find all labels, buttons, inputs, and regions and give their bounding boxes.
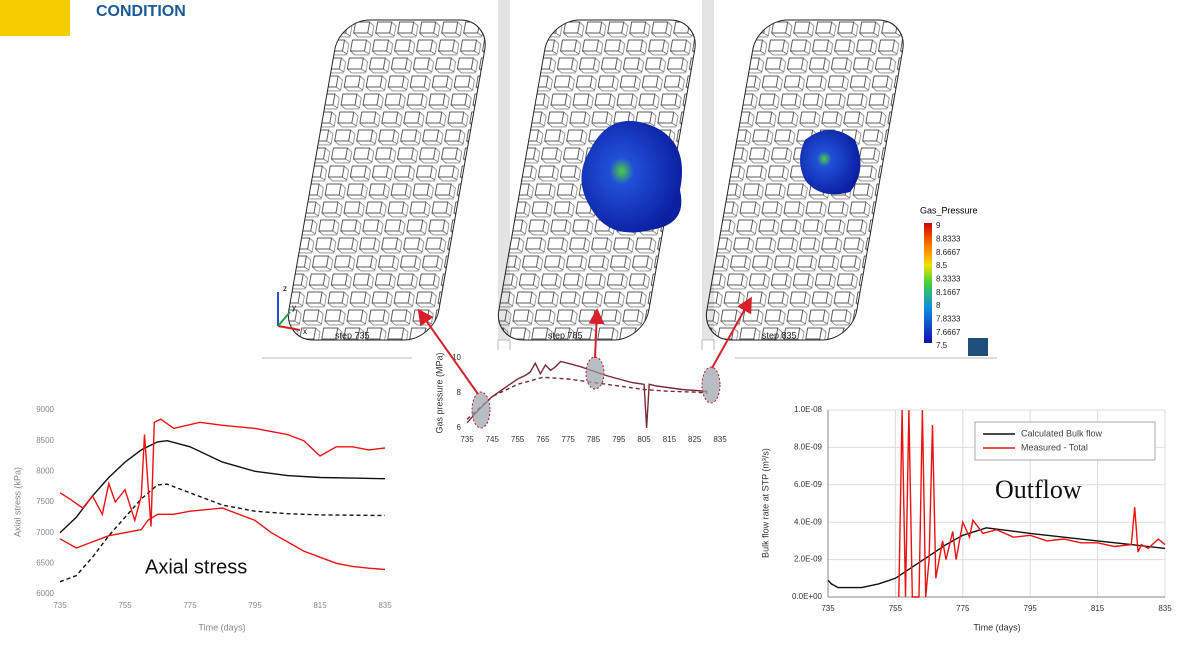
colorbar-label: 8.8333 (936, 234, 961, 243)
colorbar-label: 7.6667 (936, 328, 961, 337)
axis-letter: x (303, 327, 307, 336)
colorbar-label: 8.6667 (936, 248, 961, 257)
axes-triad: z y x (277, 284, 307, 336)
y-tick-label: 6500 (36, 558, 54, 567)
plot-background (5, 402, 400, 616)
plot-background (412, 350, 735, 450)
y-tick-label: 8000 (36, 466, 54, 475)
y-tick-label: 8 (457, 388, 462, 397)
y-axis-label: Bulk flow rate at STP (m³/s) (760, 448, 770, 558)
charts: 6000 6500 7000 7500 8000 8500 9000 735 755 775 795… (5, 350, 1180, 632)
colorbar-label: 7.5 (936, 341, 948, 350)
x-tick-label: 815 (663, 435, 677, 444)
y-tick-label: 10 (452, 353, 461, 362)
x-tick-label: 735 (460, 435, 474, 444)
panel-label: step 785 (548, 330, 583, 340)
x-tick-label: 835 (378, 601, 392, 610)
series-line (466, 376, 708, 420)
x-tick-label: 785 (587, 435, 601, 444)
x-tick-label: 755 (118, 601, 132, 610)
y-tick-label: 7500 (36, 497, 54, 506)
y-tick-label: 6.0E-09 (794, 480, 823, 489)
legend-label: Measured - Total (1021, 442, 1088, 452)
legend-label: Calculated Bulk flow (1021, 428, 1103, 438)
y-tick-label: 9000 (36, 405, 54, 414)
x-tick-label: 825 (688, 435, 702, 444)
x-tick-label: 755 (889, 604, 903, 613)
y-tick-label: 2.0E-09 (794, 555, 823, 564)
legend-box (974, 421, 1156, 461)
x-tick-label: 805 (637, 435, 651, 444)
x-tick-label: 815 (313, 601, 327, 610)
y-tick-label: 0.0E+00 (792, 592, 823, 601)
x-tick-label: 795 (248, 601, 262, 610)
y-tick-label: 4.0E-09 (794, 517, 823, 526)
series-line (898, 409, 1166, 598)
x-tick-label: 795 (1024, 604, 1038, 613)
x-tick-label: 765 (536, 435, 550, 444)
y-tick-label: 1.0E-08 (794, 405, 823, 414)
colorbar-label: 8.5 (936, 261, 948, 270)
x-tick-label: 755 (511, 435, 525, 444)
y-axis-label: Gas pressure (MPa) (434, 352, 444, 433)
x-tick-label: 775 (562, 435, 576, 444)
y-tick-label: 8.0E-09 (794, 443, 823, 452)
colorbar-label: 8.1667 (936, 288, 961, 297)
y-tick-label: 8500 (36, 436, 54, 445)
x-tick-label: 745 (486, 435, 500, 444)
annotation: Outflow (995, 475, 1082, 504)
x-tick-label: 775 (956, 604, 970, 613)
x-tick-label: 815 (1091, 604, 1105, 613)
x-tick-label: 735 (821, 604, 835, 613)
x-axis-label: Time (days) (198, 622, 245, 632)
x-tick-label: 795 (612, 435, 626, 444)
series-line (59, 507, 386, 571)
y-tick-label: 6 (457, 423, 462, 432)
annotation: Axial stress (145, 556, 247, 578)
panel-label: step 835 (762, 330, 797, 340)
x-tick-label: 835 (713, 435, 727, 444)
y-tick-label: 6000 (36, 589, 54, 598)
mesh-panels: step 735 step 785 step 835 z y x (262, 0, 997, 359)
x-tick-label: 835 (1158, 604, 1172, 613)
colorbar-label: 7.8333 (936, 314, 961, 323)
series-line (827, 527, 1166, 589)
axis-letter: z (283, 284, 287, 293)
panel-label: step 735 (335, 330, 370, 340)
header-accent (0, 0, 70, 36)
callouts (417, 296, 752, 429)
colorbar-label: 8.3333 (936, 274, 961, 283)
series-line (59, 439, 386, 534)
y-tick-label: 7000 (36, 528, 54, 537)
colorbar-title: Gas_Pressure (920, 205, 978, 215)
axis-letter: y (292, 303, 296, 312)
x-axis-label: Time (days) (973, 622, 1020, 632)
colorbar-label: 8 (936, 301, 941, 310)
x-tick-label: 775 (183, 601, 197, 610)
series-line (466, 360, 708, 429)
series-line (59, 483, 386, 583)
colorbar-label: 9 (936, 221, 941, 230)
series-line (59, 418, 386, 527)
slide-title: CONDITION (96, 3, 186, 20)
x-tick-label: 735 (53, 601, 67, 610)
y-axis-label: Axial stress (kPa) (12, 467, 22, 537)
colorbar: Gas_Pressure 9 8.8333 8.6667 8.5 8.3333 8.166… (920, 205, 978, 350)
